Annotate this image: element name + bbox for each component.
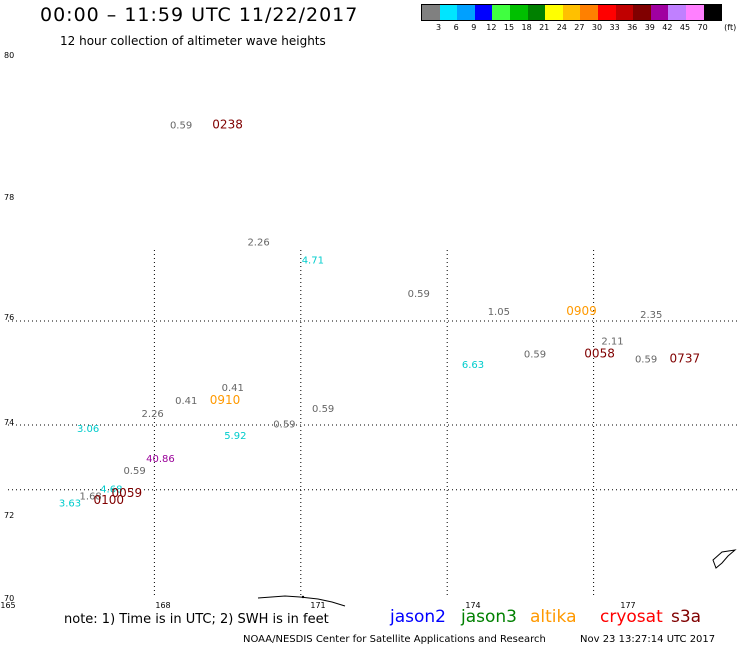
wave-height-label: 4.68 (100, 484, 122, 495)
wave-height-label: 2.26 (247, 237, 269, 248)
generation-timestamp: Nov 23 13:27:14 UTC 2017 (580, 634, 716, 645)
map-grid (8, 250, 740, 598)
wave-height-label: 0.59 (273, 419, 295, 430)
legend-cryosat: cryosat (600, 607, 663, 627)
longitude-label: 174 (465, 601, 480, 610)
credit-line: NOAA/NESDIS Center for Satellite Applica… (243, 634, 546, 645)
latitude-label: 78 (4, 193, 14, 202)
pass-time-label: 0100 (93, 493, 124, 507)
map-title: 00:00 – 11:59 UTC 11/22/2017 (40, 4, 359, 26)
color-swatch (703, 5, 722, 20)
wave-height-label: 3.63 (59, 498, 81, 509)
color-scale-label: 39 (644, 23, 655, 32)
color-scale-label: 12 (486, 23, 497, 32)
wave-height-label: 0.59 (170, 121, 192, 132)
wave-height-label: 4.71 (302, 256, 324, 267)
longitude-label: 168 (155, 601, 170, 610)
color-swatch (474, 5, 493, 20)
footer-note: note: 1) Time is in UTC; 2) SWH is in fe… (64, 612, 329, 627)
pass-time-label: 0910 (210, 393, 241, 407)
coastline (257, 549, 737, 607)
wave-height-label: 0.59 (524, 349, 546, 360)
latitude-label: 74 (4, 418, 14, 427)
wave-height-label: 0.59 (408, 289, 430, 300)
color-scale-label: 9 (471, 23, 477, 32)
color-swatch (457, 5, 475, 20)
color-scale-label: 21 (539, 23, 550, 32)
color-scale-label: 33 (609, 23, 620, 32)
map-subtitle: 12 hour collection of altimeter wave hei… (60, 34, 326, 48)
latitude-label: 76 (4, 313, 14, 322)
color-scale-unit: (ft) (724, 23, 737, 32)
island-dot (301, 595, 305, 599)
wave-height-label: 5.92 (224, 431, 246, 442)
color-swatch (633, 5, 651, 20)
wave-height-label: 6.63 (462, 360, 484, 371)
pass-time-label: 0737 (670, 352, 701, 366)
color-scale-labels: 3 6 9 12 15 18 21 24 27 30 33 36 39 42 45 70 (ft) (421, 21, 736, 35)
wave-height-label: 0.59 (635, 355, 657, 366)
color-swatch (580, 5, 598, 20)
color-scale-bar: 3 6 9 12 15 18 21 24 27 30 33 36 39 42 45 70 (ft) (421, 4, 736, 35)
wave-height-label: 2.11 (601, 336, 623, 347)
wave-height-label: 0.59 (312, 404, 334, 415)
color-scale-label: 36 (627, 23, 638, 32)
latitude-label: 80 (4, 51, 14, 60)
color-swatch (527, 5, 546, 20)
color-scale-label: 6 (453, 23, 459, 32)
color-scale-label: 27 (574, 23, 585, 32)
wave-height-label: 0.59 (123, 466, 145, 477)
longitude-label: 177 (620, 601, 635, 610)
pass-time-label: 0059 (112, 486, 143, 500)
wave-height-label: 1.05 (488, 307, 510, 318)
wave-height-label: 0.41 (222, 383, 244, 394)
data-points: 0.59 0238 2.26 4.71 0.59 1.05 0909 2.35 2.11 0.59… (59, 118, 700, 510)
color-swatch (650, 5, 669, 20)
color-swatch (615, 5, 634, 20)
legend-s3a: s3a (671, 607, 702, 627)
legend-jason3: jason3 (461, 607, 517, 627)
color-scale-label: 42 (662, 23, 673, 32)
color-scale-label: 45 (679, 23, 691, 32)
coastline-bottom (257, 595, 346, 607)
longitude-label: 171 (310, 601, 325, 610)
color-swatch (422, 5, 440, 20)
color-scale-label: 24 (556, 23, 567, 32)
pass-time-label: 0909 (566, 304, 597, 318)
color-swatch (509, 5, 528, 20)
color-swatch (439, 5, 458, 20)
latitude-label: 72 (4, 511, 14, 520)
axis-labels: 165 168 171 174 177 80 78 76 74 72 70 (0, 51, 635, 610)
color-swatch (668, 5, 686, 20)
wave-height-label: 40.86 (146, 454, 175, 465)
legend-jason2: jason2 (390, 607, 446, 627)
color-swatch (545, 5, 563, 20)
legend-altika: altika (530, 607, 577, 627)
coastline-right (712, 549, 737, 569)
color-scale-label: 3 (436, 23, 442, 32)
longitude-label: 165 (0, 601, 15, 610)
pass-time-label: 0058 (584, 346, 615, 360)
wave-height-label: 3.06 (77, 424, 99, 435)
color-swatch (685, 5, 704, 20)
wave-height-label: 0.41 (175, 396, 197, 407)
wave-height-label: 1.68 (80, 491, 102, 502)
wave-height-label: 2.26 (142, 409, 164, 420)
color-swatches (421, 4, 723, 21)
wave-height-label: 2.35 (640, 310, 662, 321)
pass-time-label: 0238 (212, 118, 243, 132)
color-scale-label: 30 (591, 23, 603, 32)
color-scale-label: 70 (697, 23, 708, 32)
color-swatch (597, 5, 616, 20)
color-swatch (562, 5, 581, 20)
color-swatch (492, 5, 510, 20)
color-scale-label: 18 (521, 23, 532, 32)
latitude-label: 70 (4, 594, 14, 603)
color-scale-label: 15 (503, 23, 515, 32)
